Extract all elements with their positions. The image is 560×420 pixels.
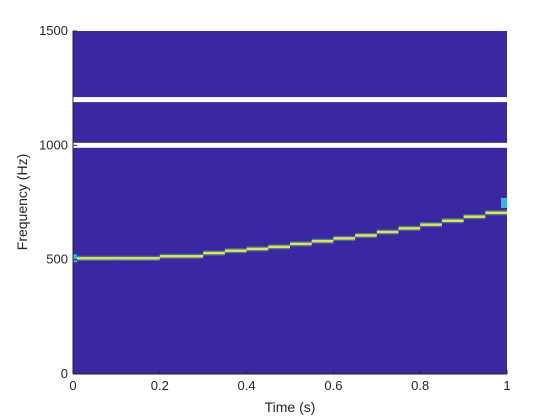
x-tick-label: 0 [69, 378, 76, 393]
y-tick-label: 1000 [39, 137, 68, 152]
ridge-segment [203, 251, 225, 255]
ridge-segment [159, 255, 204, 258]
x-axis-label: Time (s) [265, 399, 316, 415]
x-tick-label: 0.4 [238, 378, 256, 393]
ridge-segment [485, 211, 507, 214]
ridge-segment [463, 215, 486, 218]
ridge-segment [268, 245, 290, 249]
ridge-segment [441, 219, 464, 222]
y-axis-label: Frequency (Hz) [14, 154, 30, 250]
y-tick-label: 500 [46, 252, 68, 267]
x-tick-label: 1 [503, 378, 510, 393]
ridge-segment [311, 239, 334, 243]
plot-area [73, 31, 507, 374]
ridge-segment [73, 257, 117, 260]
y-tick-label: 1500 [39, 23, 68, 38]
x-tick-label: 0.8 [411, 378, 429, 393]
ridge-segment [420, 223, 442, 226]
spectrogram-background [73, 31, 507, 374]
ridge-segment [355, 234, 377, 237]
x-tick-label: 0.2 [151, 378, 169, 393]
ridge-segment [246, 247, 269, 251]
axes: 0 0.2 0.4 0.6 0.8 1 0 500 1000 1500 [39, 23, 511, 393]
ridge-segment [290, 242, 312, 246]
white-line-1200 [73, 97, 507, 103]
ridge-segment [398, 227, 421, 230]
ridge-segment [333, 237, 356, 240]
y-tick-label: 0 [61, 366, 68, 381]
ridge-segment [116, 257, 160, 260]
ridge-start-blob [73, 254, 77, 263]
white-line-1000 [73, 142, 507, 148]
ridge-end-blob [501, 197, 507, 208]
ridge-segment [224, 249, 247, 252]
x-tick-label: 0.6 [324, 378, 342, 393]
ridge-segment [376, 230, 399, 234]
